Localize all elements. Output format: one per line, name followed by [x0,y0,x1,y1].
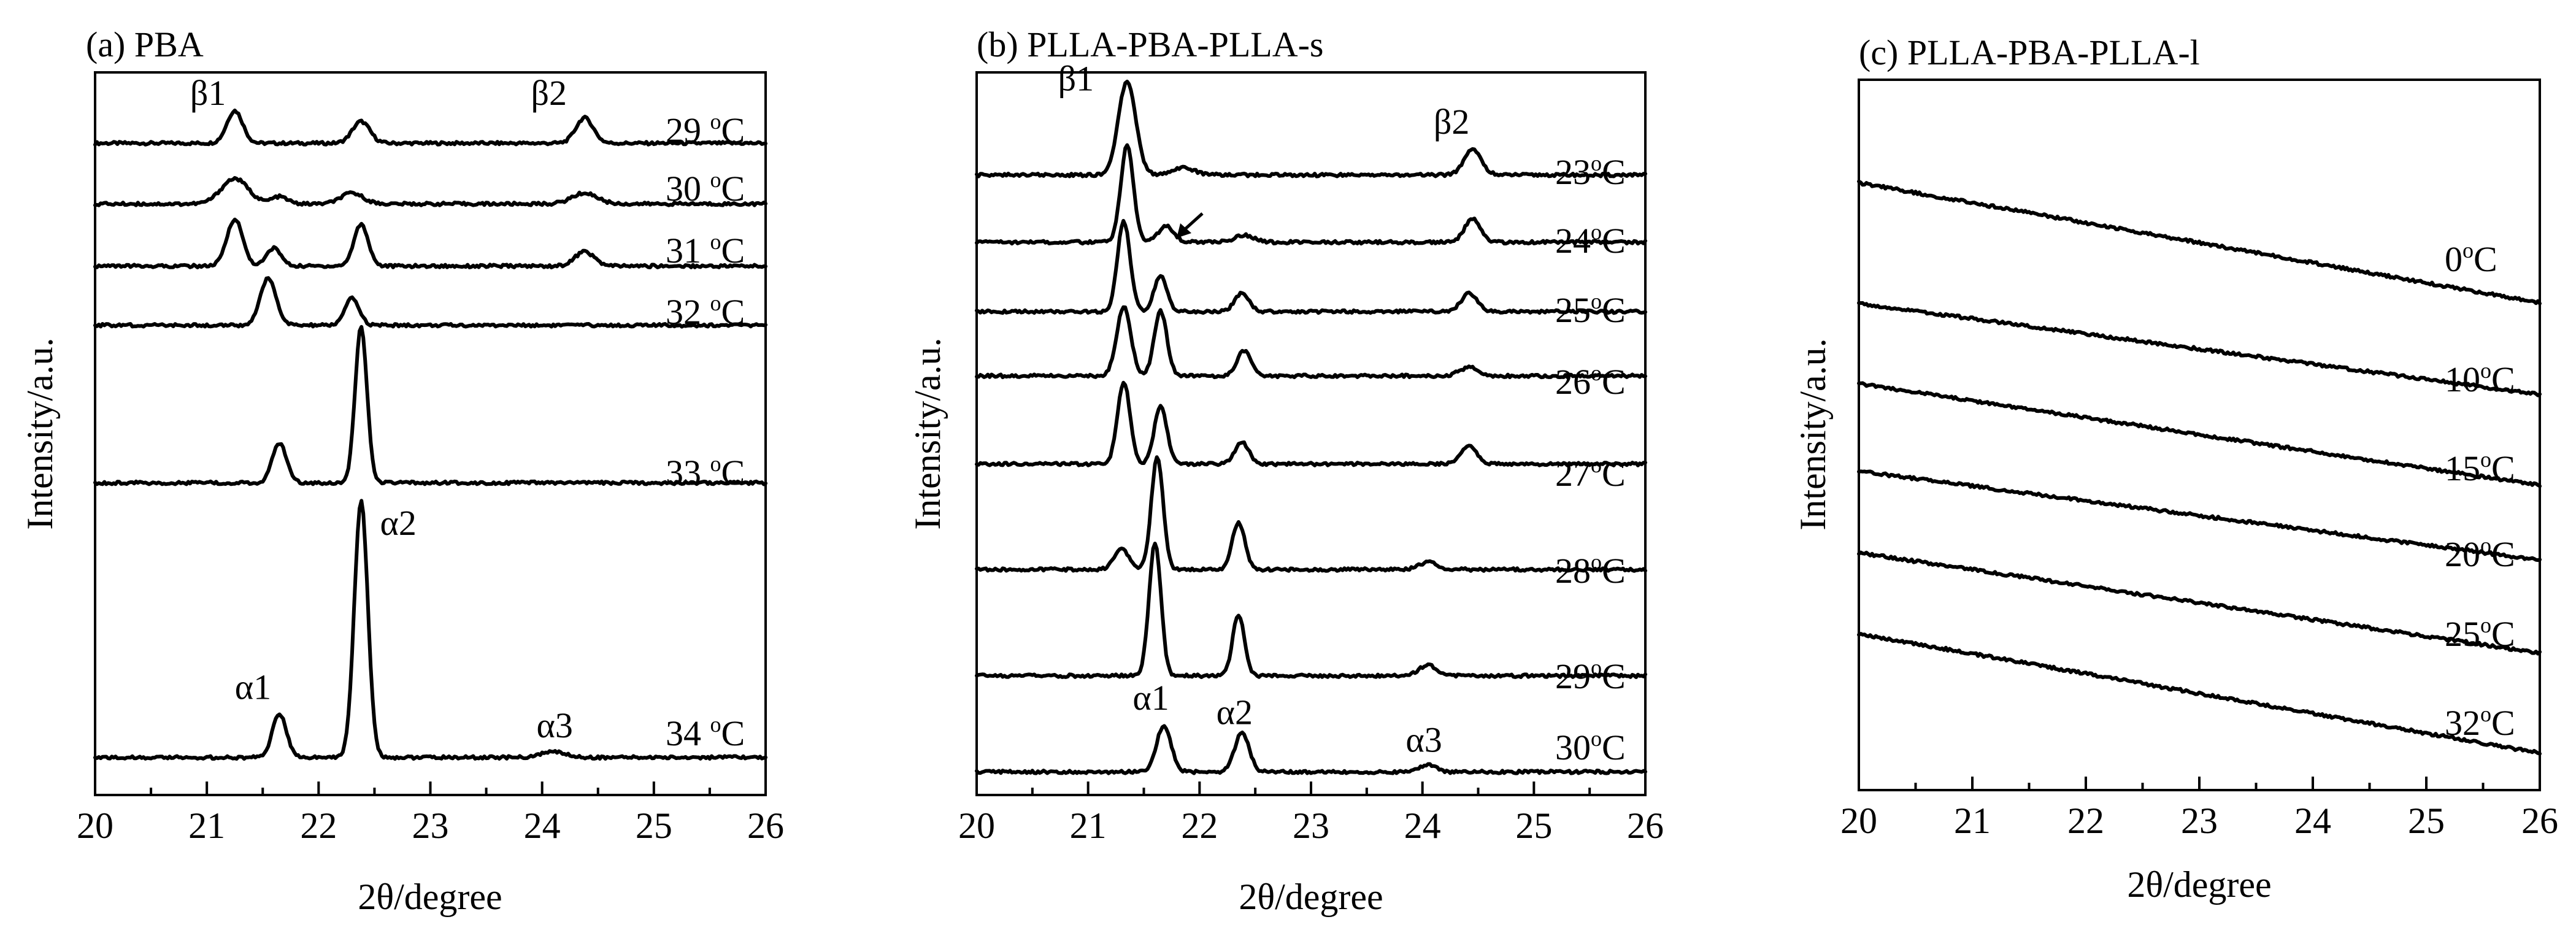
x-tick-label: 25 [636,805,672,846]
temp-label: 32oC [2445,702,2515,743]
panel-c-x-ticks: 20 21 22 23 24 25 26 [1840,777,2558,841]
panel-b-x-axis-label: 2θ/degree [1239,877,1383,917]
temp-label: 28oC [1555,550,1626,591]
panel-c-temp-labels: 0oC 10oC 15oC 20oC 25oC 32oC [2445,238,2515,743]
x-tick-label: 20 [77,805,113,846]
panel-a-curves [93,109,767,761]
panel-b-temp-labels: 23oC 24oC 25oC 26oC 27oC 28oC 29oC 30oC [1555,151,1626,767]
series-line [975,724,1647,775]
panel-c-x-axis-label: 2θ/degree [2127,864,2271,905]
x-tick-label: 24 [524,805,561,846]
series-line [1857,179,2542,305]
panel-b-x-ticks: 20 21 22 23 24 25 26 [958,782,1664,846]
temp-label: 25oC [2445,613,2515,654]
temp-label: 30 oC [666,167,745,209]
panel-a-x-axis-label: 2θ/degree [358,877,502,917]
peak-label: α1 [235,667,271,707]
x-tick-label: 22 [1181,805,1218,846]
series-line [1857,469,2542,563]
x-tick-label: 21 [1954,801,1991,841]
series-line [1857,381,2542,488]
peak-label: α2 [380,503,417,543]
series-line [1857,550,2542,656]
x-tick-label: 23 [412,805,449,846]
series-line [93,217,767,269]
x-tick-label: 26 [1627,805,1664,846]
panel-c: (c) PLLA-PBA-PLLA-l 20 21 22 23 24 25 26 0oC 1… [1793,33,2558,905]
series-line [93,109,767,147]
peak-label: α3 [537,705,573,745]
panel-a-title: (a) PBA [86,25,204,64]
x-tick-label: 23 [1293,805,1329,846]
series-line [975,542,1647,679]
series-line [93,176,767,207]
panel-a-y-axis-label: Intensity/a.u. [20,337,60,529]
temp-label: 30oC [1555,726,1626,767]
series-line [93,276,767,329]
x-tick-label: 24 [1404,805,1441,846]
shoulder-arrow [1177,212,1204,238]
temp-label: 27oC [1555,453,1626,494]
series-line [975,79,1647,179]
temp-label: 23oC [1555,151,1626,192]
panel-b-peak-labels: β1 β2 α1 α2 α3 [1058,58,1470,759]
peak-label: β1 [1058,58,1094,98]
x-tick-label: 26 [747,805,784,846]
peak-label: α3 [1405,720,1442,759]
panel-c-curves [1857,179,2542,756]
temp-label: 29 oC [666,109,745,150]
panel-b: (b) PLLA-PBA-PLLA-s 20 21 22 23 24 25 26 23oC … [907,25,1664,917]
peak-label: β2 [1434,102,1470,142]
temp-label: 0oC [2445,238,2497,279]
panel-a: (a) PBA 20 21 22 23 24 25 26 29 oC 30 oC 31 oC… [20,25,784,917]
panel-a-x-ticks: 20 21 22 23 24 25 26 [77,782,784,846]
x-tick-label: 25 [1515,805,1552,846]
temp-label: 33 oC [666,451,745,493]
series-line [93,499,767,761]
temp-label: 24oC [1555,220,1626,261]
temp-label: 34 oC [666,712,745,753]
x-tick-label: 23 [2181,801,2218,841]
panel-c-y-axis-label: Intensity/a.u. [1793,338,1833,530]
x-tick-label: 22 [300,805,337,846]
panel-b-curves [975,79,1647,775]
panel-a-temp-labels: 29 oC 30 oC 31 oC 32 oC 33 oC 34 oC [666,109,745,753]
x-tick-label: 20 [1840,801,1877,841]
peak-label: β2 [531,73,567,113]
series-line [1857,301,2542,398]
series-line [1857,632,2542,756]
x-tick-label: 20 [958,805,995,846]
series-line [975,218,1647,315]
x-tick-label: 25 [2408,801,2445,841]
x-tick-label: 24 [2294,801,2331,841]
x-tick-label: 21 [188,805,225,846]
temp-label: 29oC [1555,655,1626,696]
peak-label: α1 [1132,678,1169,718]
series-line [93,325,767,486]
temp-label: 26oC [1555,361,1626,402]
temp-label: 32 oC [666,291,745,332]
series-line [975,305,1647,380]
panel-a-peak-labels: β1 β2 α2 α1 α3 [190,73,573,745]
temp-label: 25oC [1555,289,1626,330]
panel-b-title: (b) PLLA-PBA-PLLA-s [977,25,1323,64]
panel-c-title: (c) PLLA-PBA-PLLA-l [1859,33,2200,72]
series-line [975,143,1647,246]
temp-label: 31 oC [666,229,745,271]
panel-b-plot-frame [975,71,1647,796]
panel-b-y-axis-label: Intensity/a.u. [907,337,948,529]
temp-label: 15oC [2445,447,2515,488]
peak-label: β1 [190,73,226,113]
temp-label: 20oC [2445,533,2515,574]
temp-label: 10oC [2445,358,2515,399]
series-line [975,455,1647,573]
x-tick-label: 26 [2521,801,2558,841]
x-tick-label: 22 [2067,801,2104,841]
series-line [975,380,1647,467]
x-tick-label: 21 [1070,805,1107,846]
peak-label: α2 [1217,693,1253,732]
